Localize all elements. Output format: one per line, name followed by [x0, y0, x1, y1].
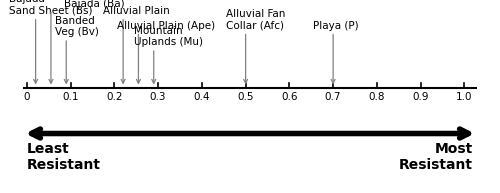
- Text: 0.5: 0.5: [238, 92, 254, 102]
- Text: Bajada (Ba): Bajada (Ba): [64, 0, 124, 8]
- Text: Mountain
Uplands (Mu): Mountain Uplands (Mu): [134, 25, 203, 47]
- Text: Alluvial Plain: Alluvial Plain: [104, 6, 170, 16]
- Text: Alluvial Fan
Collar (Afc): Alluvial Fan Collar (Afc): [226, 9, 286, 31]
- Text: Most
Resistant: Most Resistant: [399, 142, 473, 172]
- Text: 0.3: 0.3: [150, 92, 166, 102]
- Text: 0.9: 0.9: [412, 92, 429, 102]
- Text: 0: 0: [24, 92, 30, 102]
- Text: 1.0: 1.0: [456, 92, 472, 102]
- Text: Alluvial Plain (Ape): Alluvial Plain (Ape): [116, 21, 214, 31]
- Text: 0.4: 0.4: [194, 92, 210, 102]
- Text: Least
Resistant: Least Resistant: [27, 142, 101, 172]
- Text: Playa (P): Playa (P): [314, 21, 359, 31]
- Text: Bajada
Sand Sheet (Bs): Bajada Sand Sheet (Bs): [10, 0, 93, 16]
- Text: 0.7: 0.7: [325, 92, 342, 102]
- Text: Banded
Veg (Bv): Banded Veg (Bv): [56, 16, 99, 37]
- Text: 0.1: 0.1: [62, 92, 79, 102]
- Text: 0.2: 0.2: [106, 92, 122, 102]
- Text: 0.8: 0.8: [368, 92, 385, 102]
- Text: 0.6: 0.6: [281, 92, 297, 102]
